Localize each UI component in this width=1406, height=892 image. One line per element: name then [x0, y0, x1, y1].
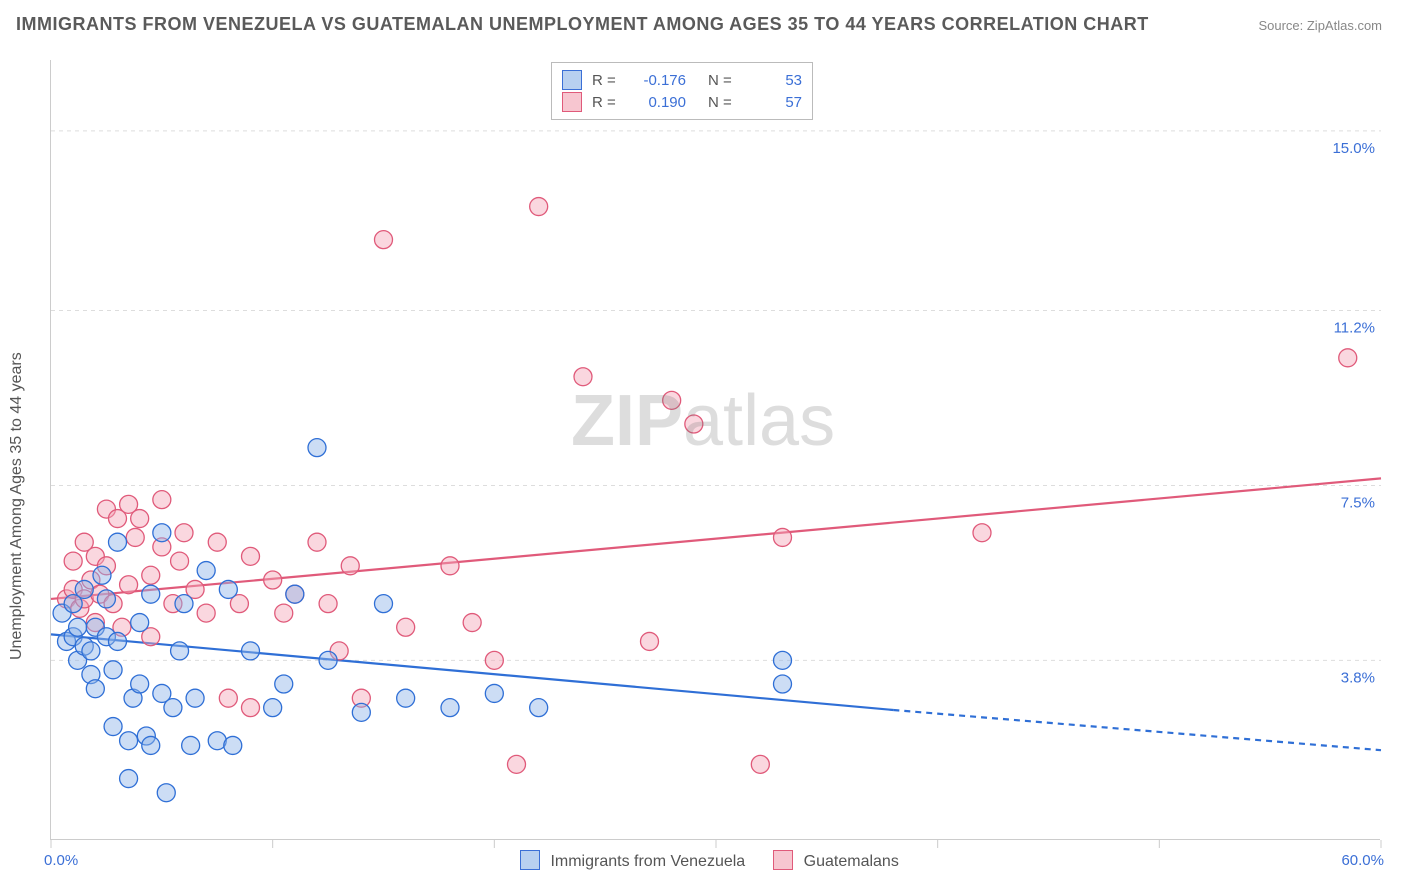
source-label: Source: ZipAtlas.com: [1258, 18, 1382, 33]
legend-r-label: R =: [592, 94, 620, 111]
legend-swatch-pink: [773, 850, 793, 870]
legend-item-guatemalans: Guatemalans: [773, 850, 899, 871]
legend-swatch-pink: [562, 92, 582, 112]
correlation-legend: R = -0.176 N = 53 R = 0.190 N = 57: [551, 62, 813, 120]
legend-r-label: R =: [592, 72, 620, 89]
legend-n-label: N =: [708, 94, 736, 111]
legend-r-value-pink: 0.190: [630, 94, 686, 111]
svg-text:3.8%: 3.8%: [1341, 669, 1375, 686]
legend-swatch-blue: [520, 850, 540, 870]
legend-label-guatemalans: Guatemalans: [804, 853, 899, 870]
legend-item-venezuela: Immigrants from Venezuela: [520, 850, 745, 871]
legend-swatch-blue: [562, 70, 582, 90]
legend-n-label: N =: [708, 72, 736, 89]
y-axis-label: Unemployment Among Ages 35 to 44 years: [8, 352, 26, 660]
legend-r-value-blue: -0.176: [630, 72, 686, 89]
legend-label-venezuela: Immigrants from Venezuela: [550, 853, 745, 870]
legend-n-value-blue: 53: [746, 72, 802, 89]
chart-title: IMMIGRANTS FROM VENEZUELA VS GUATEMALAN …: [16, 14, 1149, 35]
legend-row-pink: R = 0.190 N = 57: [562, 91, 802, 113]
x-start-label: 0.0%: [44, 852, 78, 869]
series-legend: Immigrants from Venezuela Guatemalans: [520, 850, 899, 871]
x-end-label: 60.0%: [1341, 852, 1384, 869]
svg-text:15.0%: 15.0%: [1332, 140, 1375, 157]
scatter-chart: 3.8% 7.5% 11.2% 15.0%: [51, 60, 1381, 840]
plot-area: 3.8%7.5%11.2%15.0% ZIPatlas R = -0.176 N…: [50, 60, 1380, 840]
legend-n-value-pink: 57: [746, 94, 802, 111]
legend-row-blue: R = -0.176 N = 53: [562, 69, 802, 91]
svg-text:7.5%: 7.5%: [1341, 494, 1375, 511]
svg-text:11.2%: 11.2%: [1334, 320, 1375, 337]
